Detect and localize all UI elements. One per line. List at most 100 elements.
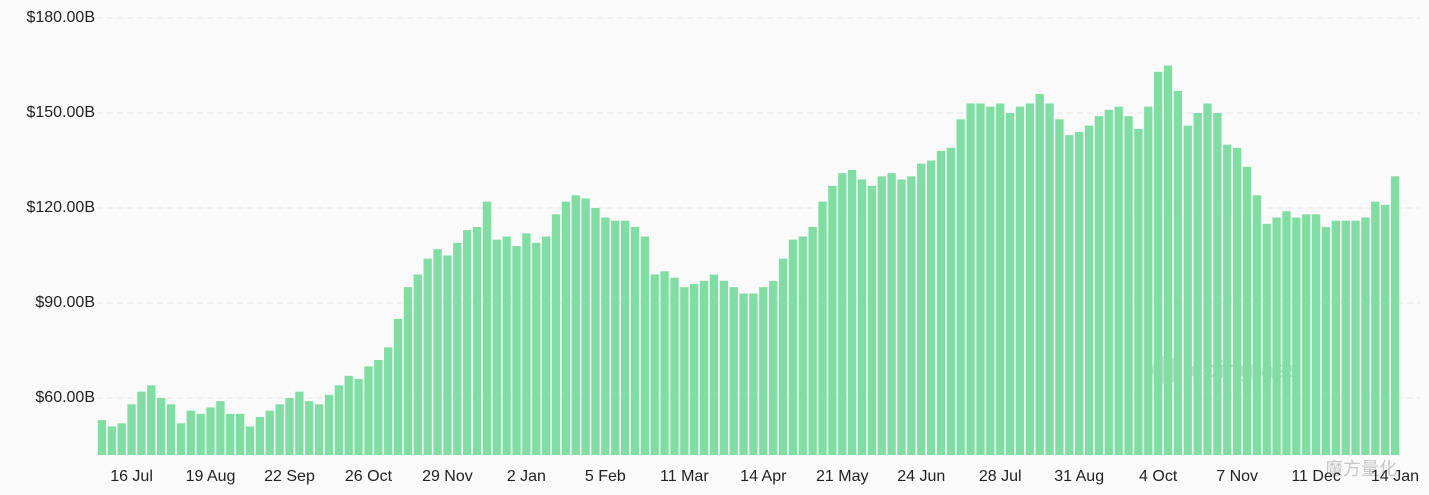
bar — [1025, 103, 1034, 455]
bar — [699, 280, 709, 455]
bar — [946, 147, 956, 456]
bar — [818, 201, 827, 455]
x-tick-label: 16 Jul — [110, 468, 153, 485]
bar — [354, 379, 363, 455]
bar — [561, 201, 571, 455]
bar — [630, 227, 640, 455]
bar — [1213, 113, 1222, 455]
bar — [719, 280, 728, 455]
x-tick-label: 5 Feb — [585, 468, 626, 485]
bar — [1311, 214, 1321, 455]
bar — [334, 385, 343, 455]
bar — [857, 179, 867, 455]
bar — [384, 347, 393, 455]
bar — [147, 385, 156, 455]
x-tick-label: 24 Jun — [897, 468, 945, 485]
bar — [798, 236, 807, 455]
bar — [867, 185, 877, 456]
bar — [1055, 119, 1064, 455]
bar — [936, 151, 946, 455]
bar — [1163, 65, 1173, 455]
bar — [541, 236, 551, 455]
bar — [216, 401, 225, 455]
bar — [472, 227, 482, 455]
bar — [1075, 132, 1084, 455]
bar — [117, 423, 126, 455]
bar — [571, 195, 580, 456]
bar — [769, 280, 778, 455]
bar — [245, 426, 255, 455]
bar — [591, 208, 600, 455]
bar — [788, 239, 798, 455]
bar — [956, 119, 965, 455]
bar — [393, 318, 403, 455]
bar — [680, 287, 689, 455]
bar — [364, 366, 373, 455]
bar — [1381, 204, 1390, 455]
bar — [1065, 135, 1074, 455]
bar — [1144, 106, 1153, 456]
x-tick-label: 29 Nov — [422, 468, 473, 485]
bar — [1084, 125, 1094, 456]
bar — [759, 287, 768, 455]
bar — [1104, 109, 1113, 455]
bar — [1390, 176, 1400, 456]
bar — [1292, 217, 1301, 455]
bar — [166, 404, 176, 455]
x-tick-label: 11 Mar — [660, 468, 709, 485]
bar — [186, 410, 195, 455]
bar — [196, 413, 205, 455]
bar — [235, 413, 245, 455]
bar — [897, 179, 906, 455]
x-tick-label: 22 Sep — [264, 468, 315, 485]
bar — [729, 287, 738, 455]
y-tick-label: $180.00B — [26, 9, 95, 26]
bar — [482, 201, 492, 455]
bar — [275, 404, 284, 455]
bar — [996, 103, 1005, 455]
bar — [1134, 128, 1143, 456]
bar — [907, 176, 916, 456]
bar — [1371, 201, 1380, 455]
bar — [976, 103, 985, 455]
bar — [1154, 71, 1163, 455]
y-tick-label: $150.00B — [26, 104, 95, 121]
bar — [848, 170, 857, 455]
bar — [502, 236, 511, 455]
bar — [966, 103, 975, 455]
bar — [403, 287, 413, 455]
bar — [522, 233, 531, 455]
bar — [917, 163, 926, 455]
bar — [374, 360, 383, 455]
bar — [1272, 217, 1281, 455]
bar — [1242, 166, 1252, 456]
bar — [640, 236, 649, 455]
bar — [1094, 116, 1104, 456]
bar — [314, 404, 324, 455]
x-tick-label: 26 Oct — [345, 468, 393, 485]
bar — [512, 246, 521, 455]
x-tick-label: 2 Jan — [507, 468, 546, 485]
bar — [127, 404, 136, 455]
y-tick-label: $60.00B — [35, 389, 95, 406]
bar — [137, 391, 146, 455]
bar — [1193, 113, 1202, 455]
bar — [463, 230, 472, 455]
bar — [305, 401, 314, 455]
bar — [1035, 94, 1044, 455]
x-tick-label: 14 Jan — [1371, 468, 1419, 485]
bar — [1321, 227, 1331, 455]
bar — [1302, 214, 1311, 455]
bar — [433, 249, 442, 455]
y-tick-label: $90.00B — [35, 294, 95, 311]
bar — [611, 220, 620, 455]
bar — [1262, 223, 1271, 455]
bar — [1331, 220, 1340, 455]
bar — [1232, 147, 1242, 456]
bar — [265, 410, 274, 455]
bar — [324, 394, 334, 455]
bar — [660, 271, 669, 455]
bar — [877, 176, 886, 456]
x-tick-label: 19 Aug — [186, 468, 236, 485]
bar — [1045, 103, 1054, 455]
